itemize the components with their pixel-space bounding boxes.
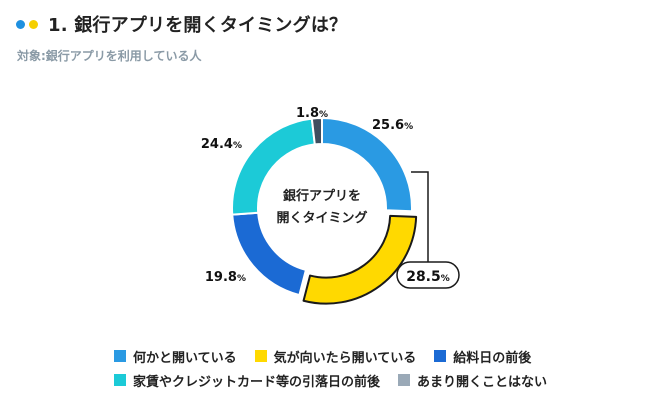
header: 1. 銀行アプリを開くタイミングは？ [16,9,347,39]
legend-label: 何かと開いている [133,350,237,366]
legend-item: 気が向いたら開いている [254,347,417,366]
value-label-whenever: 28.5% [406,269,450,285]
yellow-dot-icon [29,19,38,29]
legend-swatch-icon [434,350,447,362]
legend-label: 気が向いたら開いている [273,350,417,366]
page-title: 1. 銀行アプリを開くタイミングは？ [48,15,348,36]
legend-row: 家賃やクレジットカード等の引落日の前後 あまり開くことはない [114,368,565,392]
center-label-line: 銀行アプリを [283,188,361,204]
chart-legend: 何かと開いている 気が向いたら開いている 給料日の前後家賃やクレジットカード等の引落… [114,344,565,392]
slice-rarely [310,117,323,146]
legend-label: あまり開くことはない [417,374,548,390]
subtitle: 対象:銀行アプリを利用している人 [17,49,202,63]
legend-item: 何かと開いている [114,347,237,366]
legend-row: 何かと開いている 気が向いたら開いている 給料日の前後 [114,344,565,368]
value-label-debit-day: 24.4% [201,137,242,152]
slice-anytime [321,117,413,213]
value-label-payday: 19.8% [205,270,246,285]
legend-swatch-icon [114,350,126,362]
value-label-rarely: 1.8% [296,106,328,121]
center-label-line: 開くタイミング [276,210,367,226]
legend-item: 給料日の前後 [434,347,531,366]
callout-leader [411,171,429,262]
legend-label: 家賃やクレジットカード等の引落日の前後 [133,374,381,390]
legend-item: あまり開くことはない [398,371,547,390]
slice-whenever [302,214,418,305]
callout-box [396,261,460,289]
blue-dot-icon [16,19,25,29]
legend-swatch-icon [114,374,126,386]
legend-item: 家賃やクレジットカード等の引落日の前後 [114,371,380,390]
legend-swatch-icon [398,374,411,386]
legend-label: 給料日の前後 [453,350,532,366]
value-label-anytime: 25.6% [372,118,413,133]
legend-swatch-icon [254,350,267,362]
